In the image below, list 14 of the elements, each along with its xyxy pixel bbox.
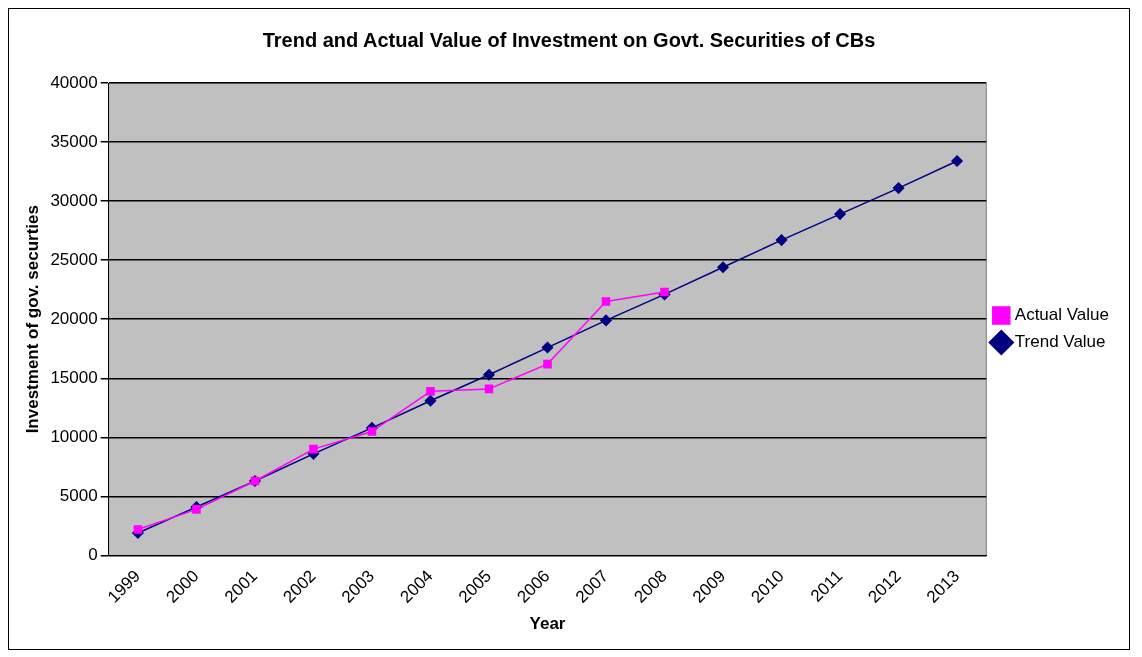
y-tick-label: 30000: [50, 190, 98, 210]
y-tick-label: 20000: [50, 308, 98, 328]
y-tick-label: 25000: [50, 249, 98, 269]
y-tick-label: 5000: [59, 486, 98, 506]
y-tick-label: 0: [88, 545, 98, 565]
y-tick-label: 15000: [50, 367, 98, 387]
chart-title: Trend and Actual Value of Investment on Govt. Securities of CBs: [262, 28, 876, 51]
y-tick-label: 35000: [50, 131, 98, 151]
y-tick-label: 10000: [50, 427, 98, 447]
x-axis-title: Year: [529, 614, 566, 634]
y-axis-title: Investment of gov. securties: [22, 205, 42, 434]
y-tick-label: 40000: [50, 72, 98, 92]
legend-label: Actual Value: [1014, 305, 1110, 325]
legend-label: Trend Value: [1014, 332, 1106, 352]
